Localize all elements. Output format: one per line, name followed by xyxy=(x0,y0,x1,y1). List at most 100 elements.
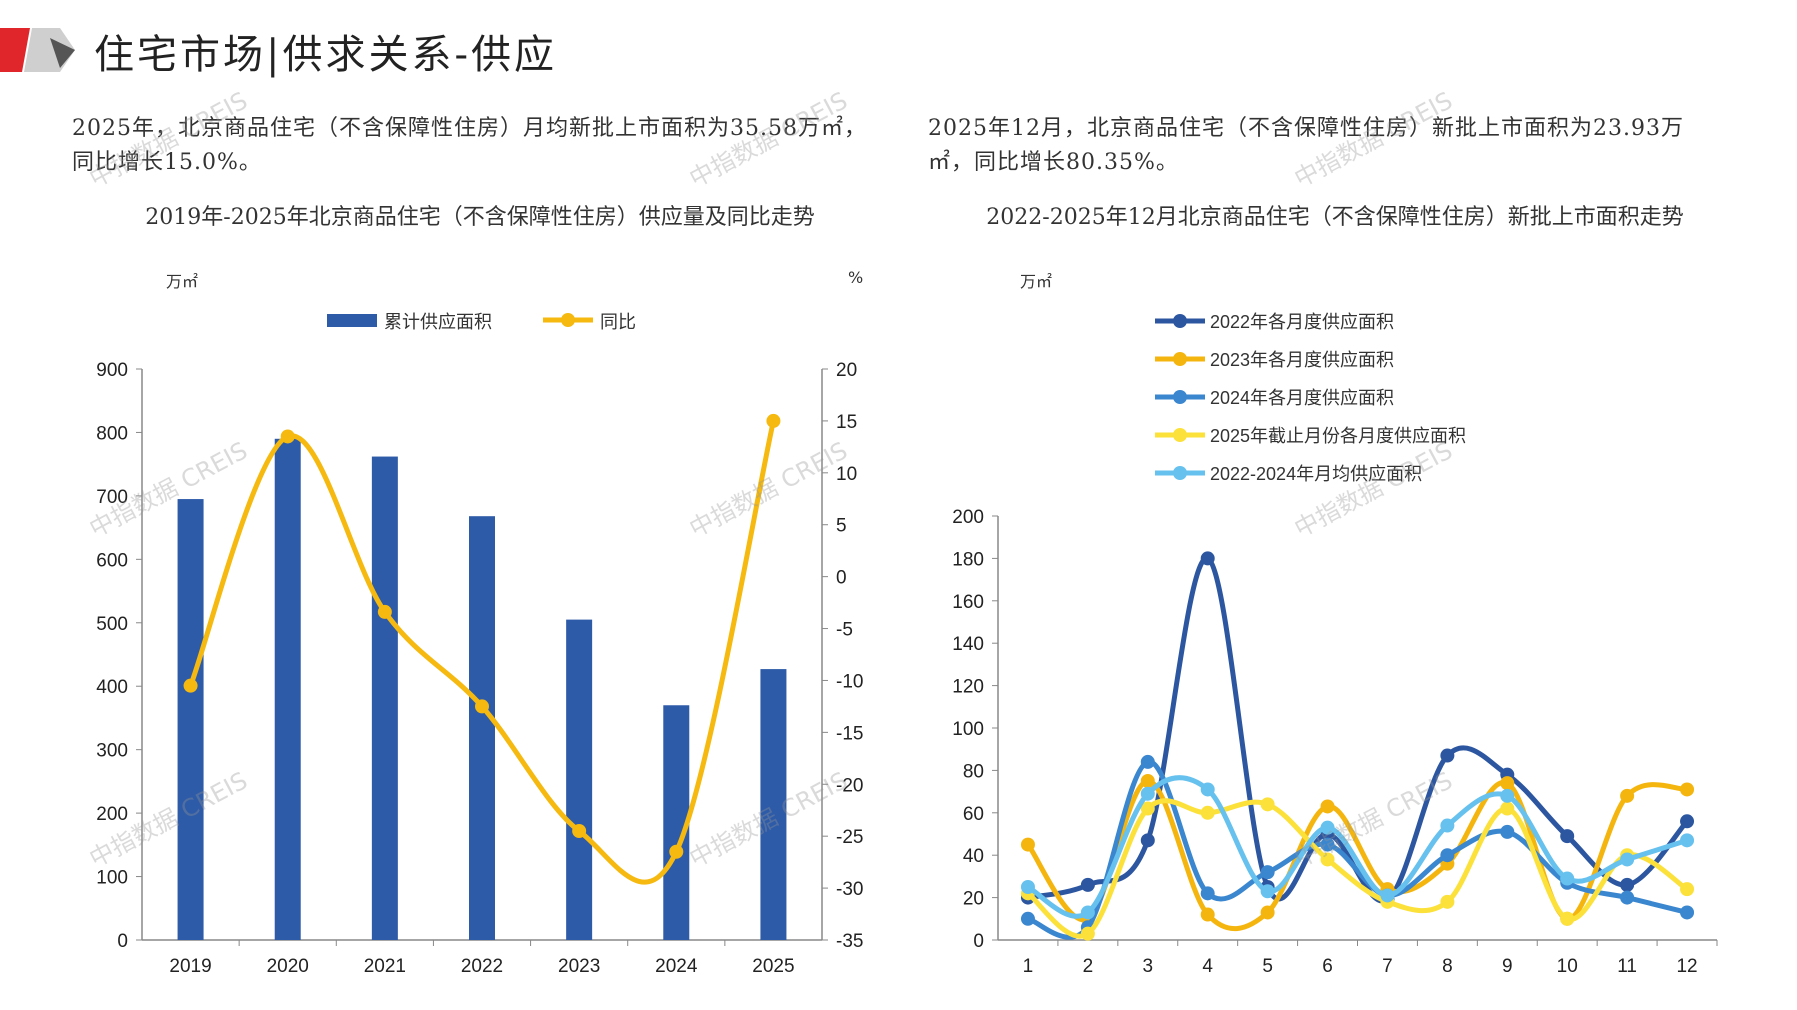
y-tick-label: 20 xyxy=(963,889,984,910)
x-tick-label: 2024 xyxy=(655,956,698,977)
series-point xyxy=(1260,865,1275,880)
x-tick-label: 9 xyxy=(1502,956,1513,977)
x-tick-label: 4 xyxy=(1202,956,1213,977)
legend-marker xyxy=(1173,352,1187,366)
y2-tick-label: 20 xyxy=(836,360,857,381)
x-tick-label: 12 xyxy=(1676,956,1697,977)
y-tick-label: 900 xyxy=(96,360,128,381)
bar xyxy=(760,669,787,940)
y2-tick-label: 10 xyxy=(836,464,857,485)
y-tick-label: 800 xyxy=(96,423,128,444)
legend-label: 2022年各月度供应面积 xyxy=(1210,312,1394,332)
series-point xyxy=(1200,782,1215,797)
series-point xyxy=(1200,886,1215,901)
brand-logo xyxy=(0,28,75,72)
x-tick-label: 2023 xyxy=(558,956,600,977)
page-title: 住宅市场|供求关系-供应 xyxy=(94,32,557,78)
y-tick-label: 600 xyxy=(96,550,128,571)
series-point xyxy=(1200,907,1215,922)
series-point xyxy=(1500,801,1515,816)
legend-marker xyxy=(1173,428,1187,442)
legend-marker xyxy=(1173,466,1187,480)
y-tick-label: 140 xyxy=(952,634,984,655)
series-point xyxy=(1440,818,1455,833)
series-point xyxy=(1020,911,1035,926)
y-tick-label: 0 xyxy=(973,931,984,952)
y2-tick-label: 0 xyxy=(836,568,847,589)
series-point xyxy=(1320,837,1335,852)
series-point xyxy=(1380,888,1395,903)
bar xyxy=(274,438,301,940)
x-tick-label: 1 xyxy=(1023,956,1034,977)
series-point xyxy=(1200,551,1215,566)
x-tick-label: 2 xyxy=(1083,956,1094,977)
y2-tick-label: -5 xyxy=(836,620,853,641)
series-point xyxy=(1080,877,1095,892)
bar xyxy=(566,619,593,940)
series-point xyxy=(1620,877,1635,892)
series-point xyxy=(1140,754,1155,769)
y2-tick-label: -15 xyxy=(836,723,863,744)
series-point xyxy=(1320,799,1335,814)
legend-marker xyxy=(561,313,575,327)
legend-label: 累计供应面积 xyxy=(384,312,492,332)
series-point xyxy=(1140,801,1155,816)
series-point xyxy=(1260,884,1275,899)
yoy-point xyxy=(377,604,392,619)
series-point xyxy=(1440,848,1455,863)
yoy-point xyxy=(669,844,684,859)
series-point xyxy=(1140,786,1155,801)
right-description: 2025年12月，北京商品住宅（不含保障性住房）新批上市面积为23.93万㎡，同… xyxy=(928,116,1684,175)
y2-tick-label: -10 xyxy=(836,671,863,692)
x-tick-label: 2020 xyxy=(267,956,309,977)
series-point xyxy=(1620,890,1635,905)
x-tick-label: 3 xyxy=(1143,956,1154,977)
left-chart-title: 2019年-2025年北京商品住宅（不含保障性住房）供应量及同比走势 xyxy=(145,205,815,230)
x-tick-label: 7 xyxy=(1382,956,1393,977)
yoy-point xyxy=(766,413,781,428)
y-tick-label: 100 xyxy=(952,719,984,740)
series-point xyxy=(1140,774,1155,788)
legend-marker xyxy=(1173,390,1187,404)
series-point xyxy=(1680,882,1695,897)
y2-tick-label: -20 xyxy=(836,775,863,796)
y2-tick-label: -30 xyxy=(836,879,863,900)
x-tick-label: 2022 xyxy=(461,956,503,977)
bar xyxy=(371,456,398,940)
y2-tick-label: 15 xyxy=(836,412,857,433)
series-point xyxy=(1320,820,1335,835)
x-tick-label: 2025 xyxy=(752,956,794,977)
left-y-unit: 万㎡ xyxy=(166,272,199,291)
series-point xyxy=(1680,905,1695,920)
y-tick-label: 700 xyxy=(96,487,128,508)
series-point xyxy=(1680,782,1695,797)
legend-label: 2024年各月度供应面积 xyxy=(1210,388,1394,408)
series-point xyxy=(1560,871,1575,886)
x-tick-label: 2019 xyxy=(169,956,211,977)
series-point xyxy=(1560,829,1575,844)
yoy-point xyxy=(572,823,587,838)
legend-marker xyxy=(1173,314,1187,328)
y2-tick-label: 5 xyxy=(836,516,847,537)
series-point xyxy=(1080,926,1095,941)
series-point xyxy=(1680,814,1695,829)
series-point xyxy=(1260,905,1275,920)
x-tick-label: 2021 xyxy=(364,956,406,977)
series-point xyxy=(1200,805,1215,820)
series-point xyxy=(1020,837,1035,852)
series-point xyxy=(1500,776,1515,791)
y-tick-label: 100 xyxy=(96,868,128,889)
series-point xyxy=(1440,748,1455,763)
series-point xyxy=(1680,833,1695,848)
bar xyxy=(469,516,495,940)
left-description: 2025年，北京商品住宅（不含保障性住房）月均新批上市面积为35.58万㎡，同比… xyxy=(72,116,867,175)
y-tick-label: 300 xyxy=(96,741,128,762)
x-tick-label: 8 xyxy=(1442,956,1453,977)
x-tick-label: 6 xyxy=(1322,956,1333,977)
legend-label: 2022-2024年月均供应面积 xyxy=(1210,464,1422,484)
y-tick-label: 180 xyxy=(952,549,984,570)
y-tick-label: 500 xyxy=(96,614,128,635)
y-tick-label: 200 xyxy=(96,804,128,825)
y-tick-label: 40 xyxy=(963,846,984,867)
